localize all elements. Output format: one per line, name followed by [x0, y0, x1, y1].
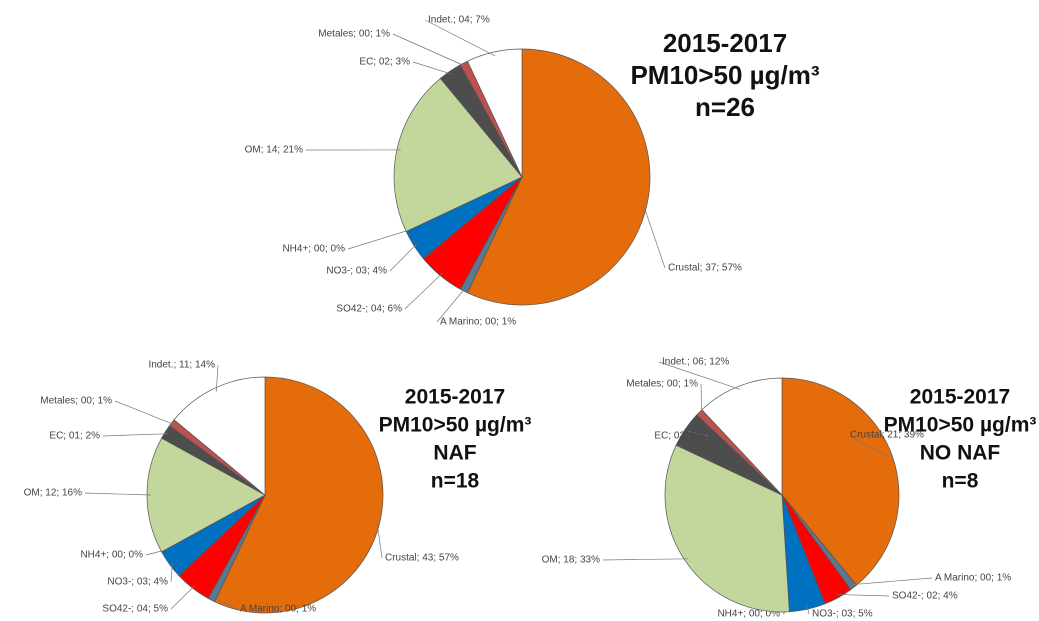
chart-title: PM10>50 µg/m³: [884, 414, 1037, 437]
data-label: NO3-; 03; 4%: [107, 577, 168, 588]
data-label: SO42-; 04; 5%: [102, 604, 168, 615]
leader-line: [170, 585, 196, 610]
data-label: Indet.; 11; 14%: [148, 360, 215, 371]
data-label: A Marino; 00; 1%: [440, 317, 516, 328]
data-label: Metales; 00; 1%: [40, 396, 112, 407]
data-label: Crustal; 37; 57%: [668, 263, 742, 274]
data-label: SO42-; 04; 6%: [336, 304, 402, 315]
chart-title: 2015-2017: [910, 386, 1010, 409]
leader-line: [806, 605, 810, 615]
leader-line: [212, 596, 238, 610]
pie-slice: [467, 48, 523, 178]
leader-line: [215, 364, 219, 392]
chart-title: 2015-2017: [405, 386, 505, 409]
chart-title: NO NAF: [920, 442, 1001, 465]
chart-title: n=26: [695, 92, 755, 122]
data-label: A Marino; 00; 1%: [935, 573, 1011, 584]
data-label: NO3-; 03; 4%: [326, 266, 387, 277]
leader-line: [642, 203, 666, 269]
leader-line: [688, 430, 709, 437]
pie-slice: [173, 376, 266, 496]
leader-line: [412, 61, 453, 75]
leader-line: [404, 272, 444, 310]
leader-line: [424, 19, 496, 57]
leader-line: [846, 434, 889, 457]
pie-slice: [701, 377, 783, 496]
data-label: Crustal; 43; 57%: [385, 553, 459, 564]
data-label: NH4+; 00; 0%: [282, 244, 345, 255]
leader-line: [851, 577, 933, 586]
chart-title: PM10>50 µg/m³: [379, 414, 532, 437]
chart-title: 2015-2017: [663, 28, 787, 58]
data-label: EC; 02; 3%: [359, 57, 410, 68]
pie-slice: [467, 48, 651, 306]
chart-title: n=18: [431, 470, 480, 493]
data-label: Metales; 00; 1%: [318, 29, 390, 40]
chart-title: PM10>50 µg/m³: [630, 60, 819, 90]
data-label: Indet.; 04; 7%: [428, 15, 490, 26]
data-label: SO42-; 02; 4%: [892, 591, 958, 602]
pie-slice: [214, 376, 384, 614]
leader-line: [114, 400, 175, 426]
leader-line: [84, 492, 151, 496]
leader-line: [658, 361, 741, 390]
leader-line: [392, 33, 466, 67]
leader-line: [602, 558, 689, 561]
data-label: NH4+; 00; 0%: [717, 609, 780, 620]
pie-slice: [664, 444, 790, 613]
data-label: A Marino; 00; 1%: [240, 604, 316, 615]
data-label: EC; 03; 5%: [654, 431, 705, 442]
data-label: Indet.; 06; 12%: [662, 357, 729, 368]
pie-slice: [781, 377, 900, 586]
leader-line: [347, 229, 410, 250]
data-label: OM; 12; 16%: [24, 488, 82, 499]
leader-line: [376, 519, 383, 559]
leader-line: [436, 287, 466, 323]
data-label: OM; 18; 33%: [542, 555, 600, 566]
data-label: NH4+; 00; 0%: [80, 550, 143, 561]
chart-title: n=8: [942, 470, 979, 493]
pie-slice: [393, 77, 523, 232]
leader-line: [389, 243, 418, 272]
data-label: OM; 14; 21%: [245, 145, 303, 156]
data-label: Metales; 00; 1%: [626, 379, 698, 390]
data-label: Crustal; 21; 39%: [850, 430, 924, 441]
chart-title: NAF: [433, 442, 476, 465]
leader-line: [170, 562, 173, 583]
leader-line: [836, 594, 890, 597]
data-label: NO3-; 03; 5%: [812, 609, 873, 620]
leader-line: [102, 433, 169, 437]
data-label: EC; 01; 2%: [49, 431, 100, 442]
